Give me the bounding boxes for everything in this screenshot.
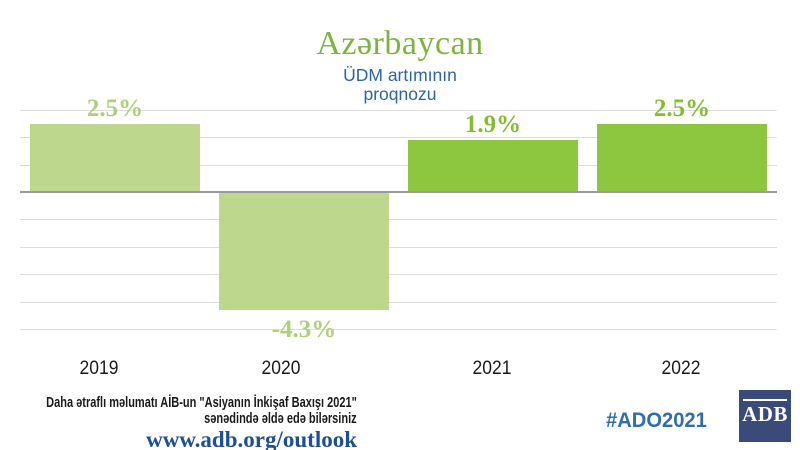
chart-subtitle-line2: proqnozu bbox=[363, 84, 437, 104]
footer-note-line2: sənədində əldə edə bilərsiniz bbox=[204, 411, 357, 427]
x-axis-label: 2019 bbox=[79, 358, 119, 379]
x-axis-label: 2022 bbox=[661, 358, 701, 379]
chart-subtitle: ÜDM artımının proqnozu bbox=[0, 66, 800, 104]
gridline bbox=[20, 110, 777, 111]
bar-value-label: -4.3% bbox=[271, 316, 337, 343]
x-axis-label: 2020 bbox=[261, 358, 301, 379]
footer-note-line1: Daha ətraflı məlumatı AİB-un "Asiyanın İ… bbox=[46, 395, 357, 411]
bar-value-label: 1.9% bbox=[464, 111, 522, 138]
zero-axis-line bbox=[20, 191, 777, 193]
adb-logo-text: ADB bbox=[742, 402, 788, 426]
gridline bbox=[20, 274, 777, 275]
bar-2020 bbox=[219, 192, 389, 310]
bar-value-label: 2.5% bbox=[86, 95, 144, 122]
gridline bbox=[20, 302, 777, 303]
chart-subtitle-line1: ÜDM artımının bbox=[343, 65, 457, 85]
gridline bbox=[20, 247, 777, 248]
x-axis-label: 2021 bbox=[472, 358, 512, 379]
gridline bbox=[20, 219, 777, 220]
adb-logo: ADB bbox=[739, 390, 791, 442]
bar-2019 bbox=[30, 124, 200, 193]
bar-2021 bbox=[408, 140, 578, 192]
gridline bbox=[20, 165, 777, 166]
adb-logo-rule bbox=[743, 399, 787, 401]
ado2021-hashtag: #ADO2021 bbox=[606, 409, 707, 432]
bar-2022 bbox=[597, 124, 767, 193]
bar-value-label: 2.5% bbox=[653, 95, 711, 122]
footer-note: Daha ətraflı məlumatı AİB-un "Asiyanın İ… bbox=[0, 395, 357, 450]
chart-title: Azərbaycan bbox=[316, 25, 484, 62]
outlook-url[interactable]: www.adb.org/outlook bbox=[146, 427, 357, 450]
gridline bbox=[20, 329, 777, 330]
gridline bbox=[20, 137, 777, 138]
